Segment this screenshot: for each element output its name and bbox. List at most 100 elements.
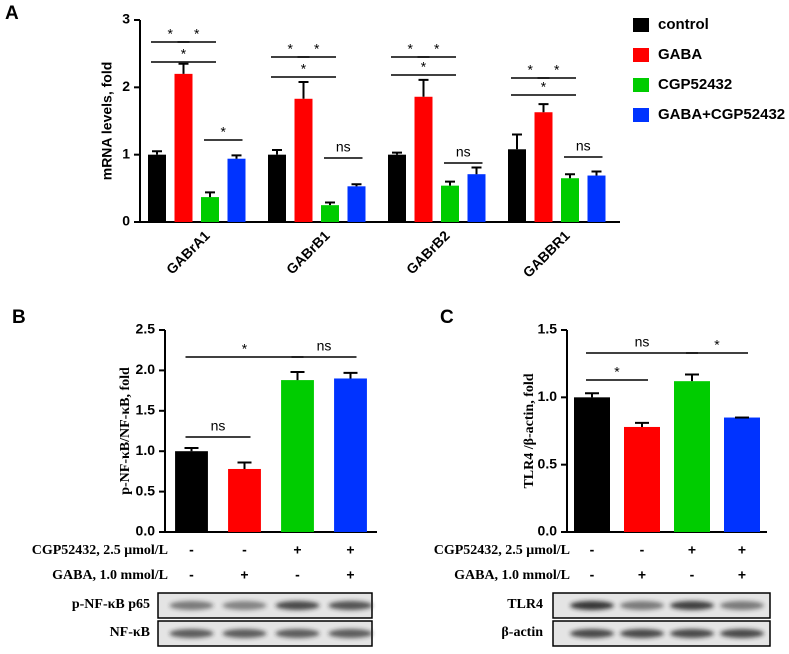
blot-band xyxy=(620,601,664,610)
y-tick-label: 0.5 xyxy=(538,455,558,471)
bar xyxy=(467,174,486,222)
treatment-label: GABA, 1.0 mmol/L xyxy=(454,568,570,583)
treatment-symbol: + xyxy=(738,542,746,558)
treatment-label: GABA, 1.0 mmol/L xyxy=(52,568,168,583)
bar xyxy=(534,112,553,222)
bar xyxy=(334,378,367,532)
significance-label: * xyxy=(194,26,200,42)
bar xyxy=(175,451,208,532)
treatment-symbol: + xyxy=(240,567,248,583)
significance-label: * xyxy=(168,26,174,42)
bar xyxy=(587,175,606,222)
y-tick-label: 1 xyxy=(122,145,130,161)
y-tick-label: 0 xyxy=(122,213,130,229)
error-bar xyxy=(184,446,199,452)
error-bar xyxy=(343,371,358,379)
y-axis-title: TLR4 /β-actin, fold xyxy=(522,373,537,488)
x-tick-label: GABrB2 xyxy=(403,227,453,277)
blot-label: p-NF-κB p65 xyxy=(72,597,150,612)
error-bar xyxy=(152,150,162,155)
bar xyxy=(724,417,760,532)
significance-label: * xyxy=(221,124,227,140)
significance-label: ns xyxy=(576,138,591,154)
treatment-symbol: + xyxy=(346,567,354,583)
bar xyxy=(148,154,166,222)
bar xyxy=(561,178,579,222)
y-tick-label: 3 xyxy=(122,11,130,27)
bar xyxy=(388,154,406,222)
blot-band xyxy=(720,629,764,638)
bar xyxy=(281,380,314,532)
treatment-symbol: + xyxy=(738,567,746,583)
treatment-symbol: - xyxy=(640,542,645,558)
treatment-symbol: - xyxy=(189,567,194,583)
panel-label: B xyxy=(12,307,26,328)
y-tick-label: 0.5 xyxy=(136,482,156,498)
error-bar xyxy=(471,166,482,175)
significance-label: * xyxy=(301,61,307,77)
bar xyxy=(201,197,219,222)
bar xyxy=(227,158,246,222)
y-axis-title: p-NF-κB/NF-κB, fold xyxy=(118,367,133,495)
y-tick-label: 2 xyxy=(122,78,130,94)
error-bar xyxy=(418,78,429,97)
y-tick-label: 1.0 xyxy=(136,442,156,458)
treatment-symbol: - xyxy=(295,567,300,583)
significance-label: * xyxy=(714,337,720,353)
error-bar xyxy=(351,183,362,187)
error-bar xyxy=(512,133,522,150)
legend-swatch xyxy=(633,108,649,122)
blot-label: TLR4 xyxy=(507,597,543,612)
blot-band xyxy=(670,601,714,610)
y-axis-title: mRNA levels, fold xyxy=(99,62,115,181)
blot-band xyxy=(222,601,267,610)
treatment-symbol: - xyxy=(242,542,247,558)
legend-label: control xyxy=(658,16,709,33)
significance-label: * xyxy=(528,62,534,78)
significance-label: * xyxy=(288,41,294,57)
treatment-symbol: - xyxy=(690,567,695,583)
bar xyxy=(624,426,660,532)
y-tick-label: 1.5 xyxy=(136,402,156,418)
error-bar xyxy=(591,170,602,176)
y-tick-label: 0.0 xyxy=(136,523,156,539)
y-tick-label: 2.0 xyxy=(136,361,156,377)
panel-label: A xyxy=(5,3,19,24)
error-bar xyxy=(237,461,252,469)
bar xyxy=(268,154,286,222)
legend-swatch xyxy=(633,18,649,32)
treatment-label: CGP52432, 2.5 μmol/L xyxy=(434,543,570,558)
significance-label: * xyxy=(314,41,320,57)
significance-label: * xyxy=(408,41,414,57)
error-bar xyxy=(685,373,699,382)
blot-band xyxy=(328,601,373,610)
significance-label: * xyxy=(181,46,187,62)
error-bar xyxy=(585,392,599,398)
blot-band xyxy=(169,601,214,610)
bar xyxy=(441,185,459,222)
error-bar xyxy=(325,201,335,206)
x-tick-label: GABrB1 xyxy=(283,227,333,277)
x-tick-label: GABrA1 xyxy=(163,227,213,277)
treatment-symbol: - xyxy=(189,542,194,558)
treatment-symbol: + xyxy=(688,542,696,558)
bar xyxy=(414,96,433,222)
significance-label: * xyxy=(541,79,547,95)
error-bar xyxy=(178,62,189,74)
bar xyxy=(347,186,366,222)
error-bar xyxy=(445,180,455,186)
y-tick-label: 1.0 xyxy=(538,388,558,404)
bar xyxy=(321,205,339,222)
significance-label: ns xyxy=(336,139,351,155)
y-tick-label: 0.0 xyxy=(538,523,558,539)
legend-swatch xyxy=(633,48,649,62)
error-bar xyxy=(231,154,242,159)
error-bar xyxy=(290,371,305,381)
blot-band xyxy=(275,601,320,610)
blot-label: β-actin xyxy=(501,625,543,640)
error-bar xyxy=(298,80,309,99)
bar xyxy=(574,397,610,532)
panel-label: C xyxy=(440,307,454,328)
bar xyxy=(508,149,526,222)
